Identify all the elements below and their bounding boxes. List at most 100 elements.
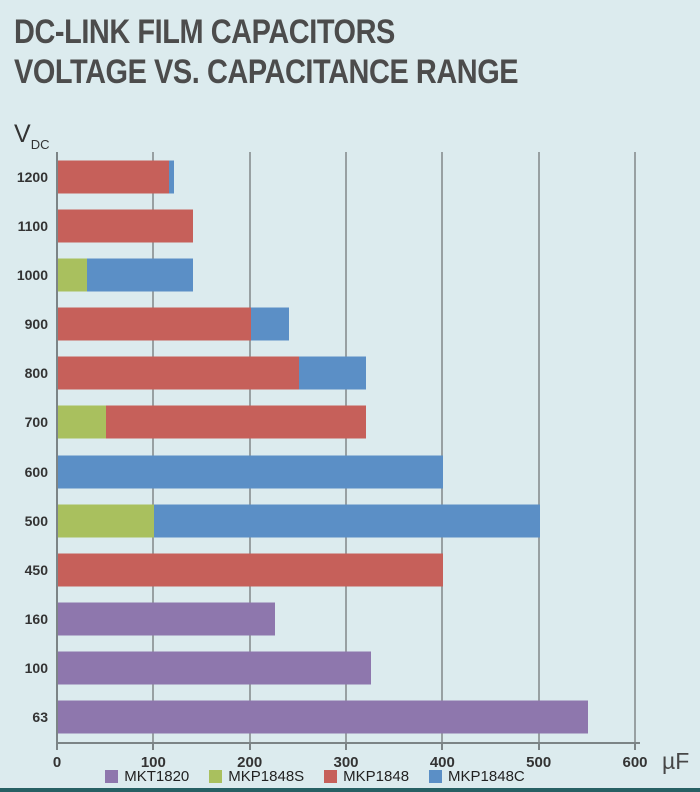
bar-segment-mkp1848c: [86, 258, 193, 292]
legend-label-mkp1848s: MKP1848S: [228, 768, 305, 785]
voltage-label-63: 63: [32, 709, 48, 726]
gridline-200: [248, 152, 251, 742]
chart-row-1100: 1100: [18, 201, 640, 250]
legend-item-mkp1848c: MKP1848C: [429, 768, 525, 785]
bar-rows-layer: 1200 1100 1000 900 800 700 600 500 450 160 100 63: [17, 152, 640, 742]
plot-area: 1200 1100 1000 900 800 700 600 500 450 160 100 63 0…: [17, 152, 689, 774]
bar-segment-mkp1848s: [58, 258, 87, 292]
gridline-500: [537, 152, 540, 742]
stacked-bar-1100: [58, 209, 193, 243]
bar-segment-mkp1848s: [58, 405, 107, 439]
x-tick-label-200: 200: [237, 754, 263, 771]
stacked-bar-63: [58, 700, 588, 734]
chart-row-100: 100: [25, 644, 640, 693]
chart-row-500: 500: [25, 496, 640, 545]
chart-row-600: 600: [25, 447, 640, 496]
legend-swatch-mkp1848: [324, 770, 338, 783]
voltage-label-100: 100: [24, 660, 48, 677]
bar-segment-mkp1848: [58, 307, 251, 341]
voltage-label-1100: 1100: [17, 217, 48, 234]
bar-segment-mkp1848c: [58, 455, 444, 489]
voltage-label-500: 500: [24, 512, 48, 529]
bar-segment-mkp1848c: [168, 160, 174, 194]
voltage-label-160: 160: [24, 610, 48, 627]
bar-segment-mkp1848: [58, 160, 169, 194]
stacked-bar-600: [58, 455, 444, 489]
x-tick-500: [537, 744, 540, 750]
x-tick-label-0: 0: [52, 754, 62, 771]
x-tick-label-600: 600: [622, 754, 648, 771]
legend-swatch-mkp1848s: [209, 770, 223, 783]
bar-segment-mkt1820: [58, 651, 372, 685]
bar-segment-mkp1848c: [298, 356, 367, 390]
gridline-300: [345, 152, 347, 742]
bar-segment-mkt1820: [58, 602, 275, 636]
voltage-label-1200: 1200: [16, 168, 48, 185]
x-tick-label-400: 400: [429, 754, 455, 771]
x-tick-0: [56, 744, 58, 750]
chart-title-line1: DC-LINK FILM CAPACITORS: [14, 13, 395, 51]
bar-segment-mkp1848: [58, 553, 444, 587]
legend-swatch-mkt1820: [105, 770, 119, 783]
voltage-label-700: 700: [24, 414, 48, 431]
x-axis-unit-label: µF: [662, 748, 690, 774]
bar-segment-mkp1848c: [250, 307, 290, 341]
legend-label-mkp1848c: MKP1848C: [448, 768, 525, 785]
chart-row-700: 700: [25, 398, 640, 447]
bar-segment-mkt1820: [58, 700, 588, 734]
legend-swatch-mkp1848c: [429, 770, 443, 783]
bottom-accent-strip: [0, 788, 700, 792]
bar-segment-mkp1848c: [154, 504, 540, 538]
legend-item-mkp1848: MKP1848: [324, 768, 409, 785]
chart-row-900: 900: [25, 299, 640, 348]
stacked-bar-800: [58, 356, 367, 390]
legend: MKT1820 MKP1848S MKP1848 MKP1848C: [0, 768, 665, 785]
stacked-bar-160: [58, 602, 275, 636]
x-axis-line: [56, 742, 640, 744]
stacked-bar-1000: [58, 258, 193, 292]
legend-label-mkp1848: MKP1848: [343, 768, 410, 785]
x-tick-100: [152, 744, 155, 750]
bar-segment-mkp1848: [58, 356, 299, 390]
stacked-bar-1200: [58, 160, 174, 194]
x-tick-label-500: 500: [526, 754, 552, 771]
stacked-bar-900: [58, 307, 290, 341]
y-axis-line: [56, 152, 58, 742]
x-tick-200: [248, 744, 251, 750]
x-tick-label-300: 300: [333, 754, 359, 771]
legend-label-mkt1820: MKT1820: [124, 768, 190, 785]
gridline-100: [152, 152, 155, 742]
stacked-bar-500: [58, 504, 540, 538]
x-tick-300: [345, 744, 347, 750]
chart-title-line2: VOLTAGE VS. CAPACITANCE RANGE: [14, 53, 519, 91]
y-axis-unit-symbol: V: [14, 120, 31, 148]
x-tick-400: [441, 744, 444, 750]
chart-row-1200: 1200: [17, 152, 640, 201]
chart-row-63: 63: [32, 693, 640, 742]
chart-title: DC-LINK FILM CAPACITORS VOLTAGE VS. CAPA…: [14, 12, 607, 92]
y-axis-unit-subscript: DC: [30, 137, 50, 152]
stacked-bar-700: [58, 405, 367, 439]
gridline-400: [441, 152, 444, 742]
stacked-bar-450: [58, 553, 444, 587]
stacked-bar-100: [58, 651, 372, 685]
gridline-600: [634, 152, 636, 742]
x-tick-label-100: 100: [140, 754, 166, 771]
chart-row-450: 450: [25, 545, 640, 594]
x-tick-600: [634, 744, 636, 750]
voltage-label-600: 600: [24, 463, 48, 480]
bar-segment-mkp1848: [106, 405, 367, 439]
chart-row-800: 800: [25, 349, 640, 398]
legend-item-mkt1820: MKT1820: [105, 768, 189, 785]
bar-segment-mkp1848s: [58, 504, 155, 538]
voltage-label-800: 800: [24, 365, 48, 382]
legend-item-mkp1848s: MKP1848S: [209, 768, 304, 785]
voltage-label-900: 900: [24, 316, 48, 333]
voltage-label-1000: 1000: [16, 266, 48, 283]
voltage-label-450: 450: [24, 561, 48, 578]
chart-row-160: 160: [25, 594, 640, 643]
y-axis-unit-label: VDC: [14, 120, 49, 152]
chart-row-1000: 1000: [17, 250, 640, 299]
bar-segment-mkp1848: [58, 209, 193, 243]
